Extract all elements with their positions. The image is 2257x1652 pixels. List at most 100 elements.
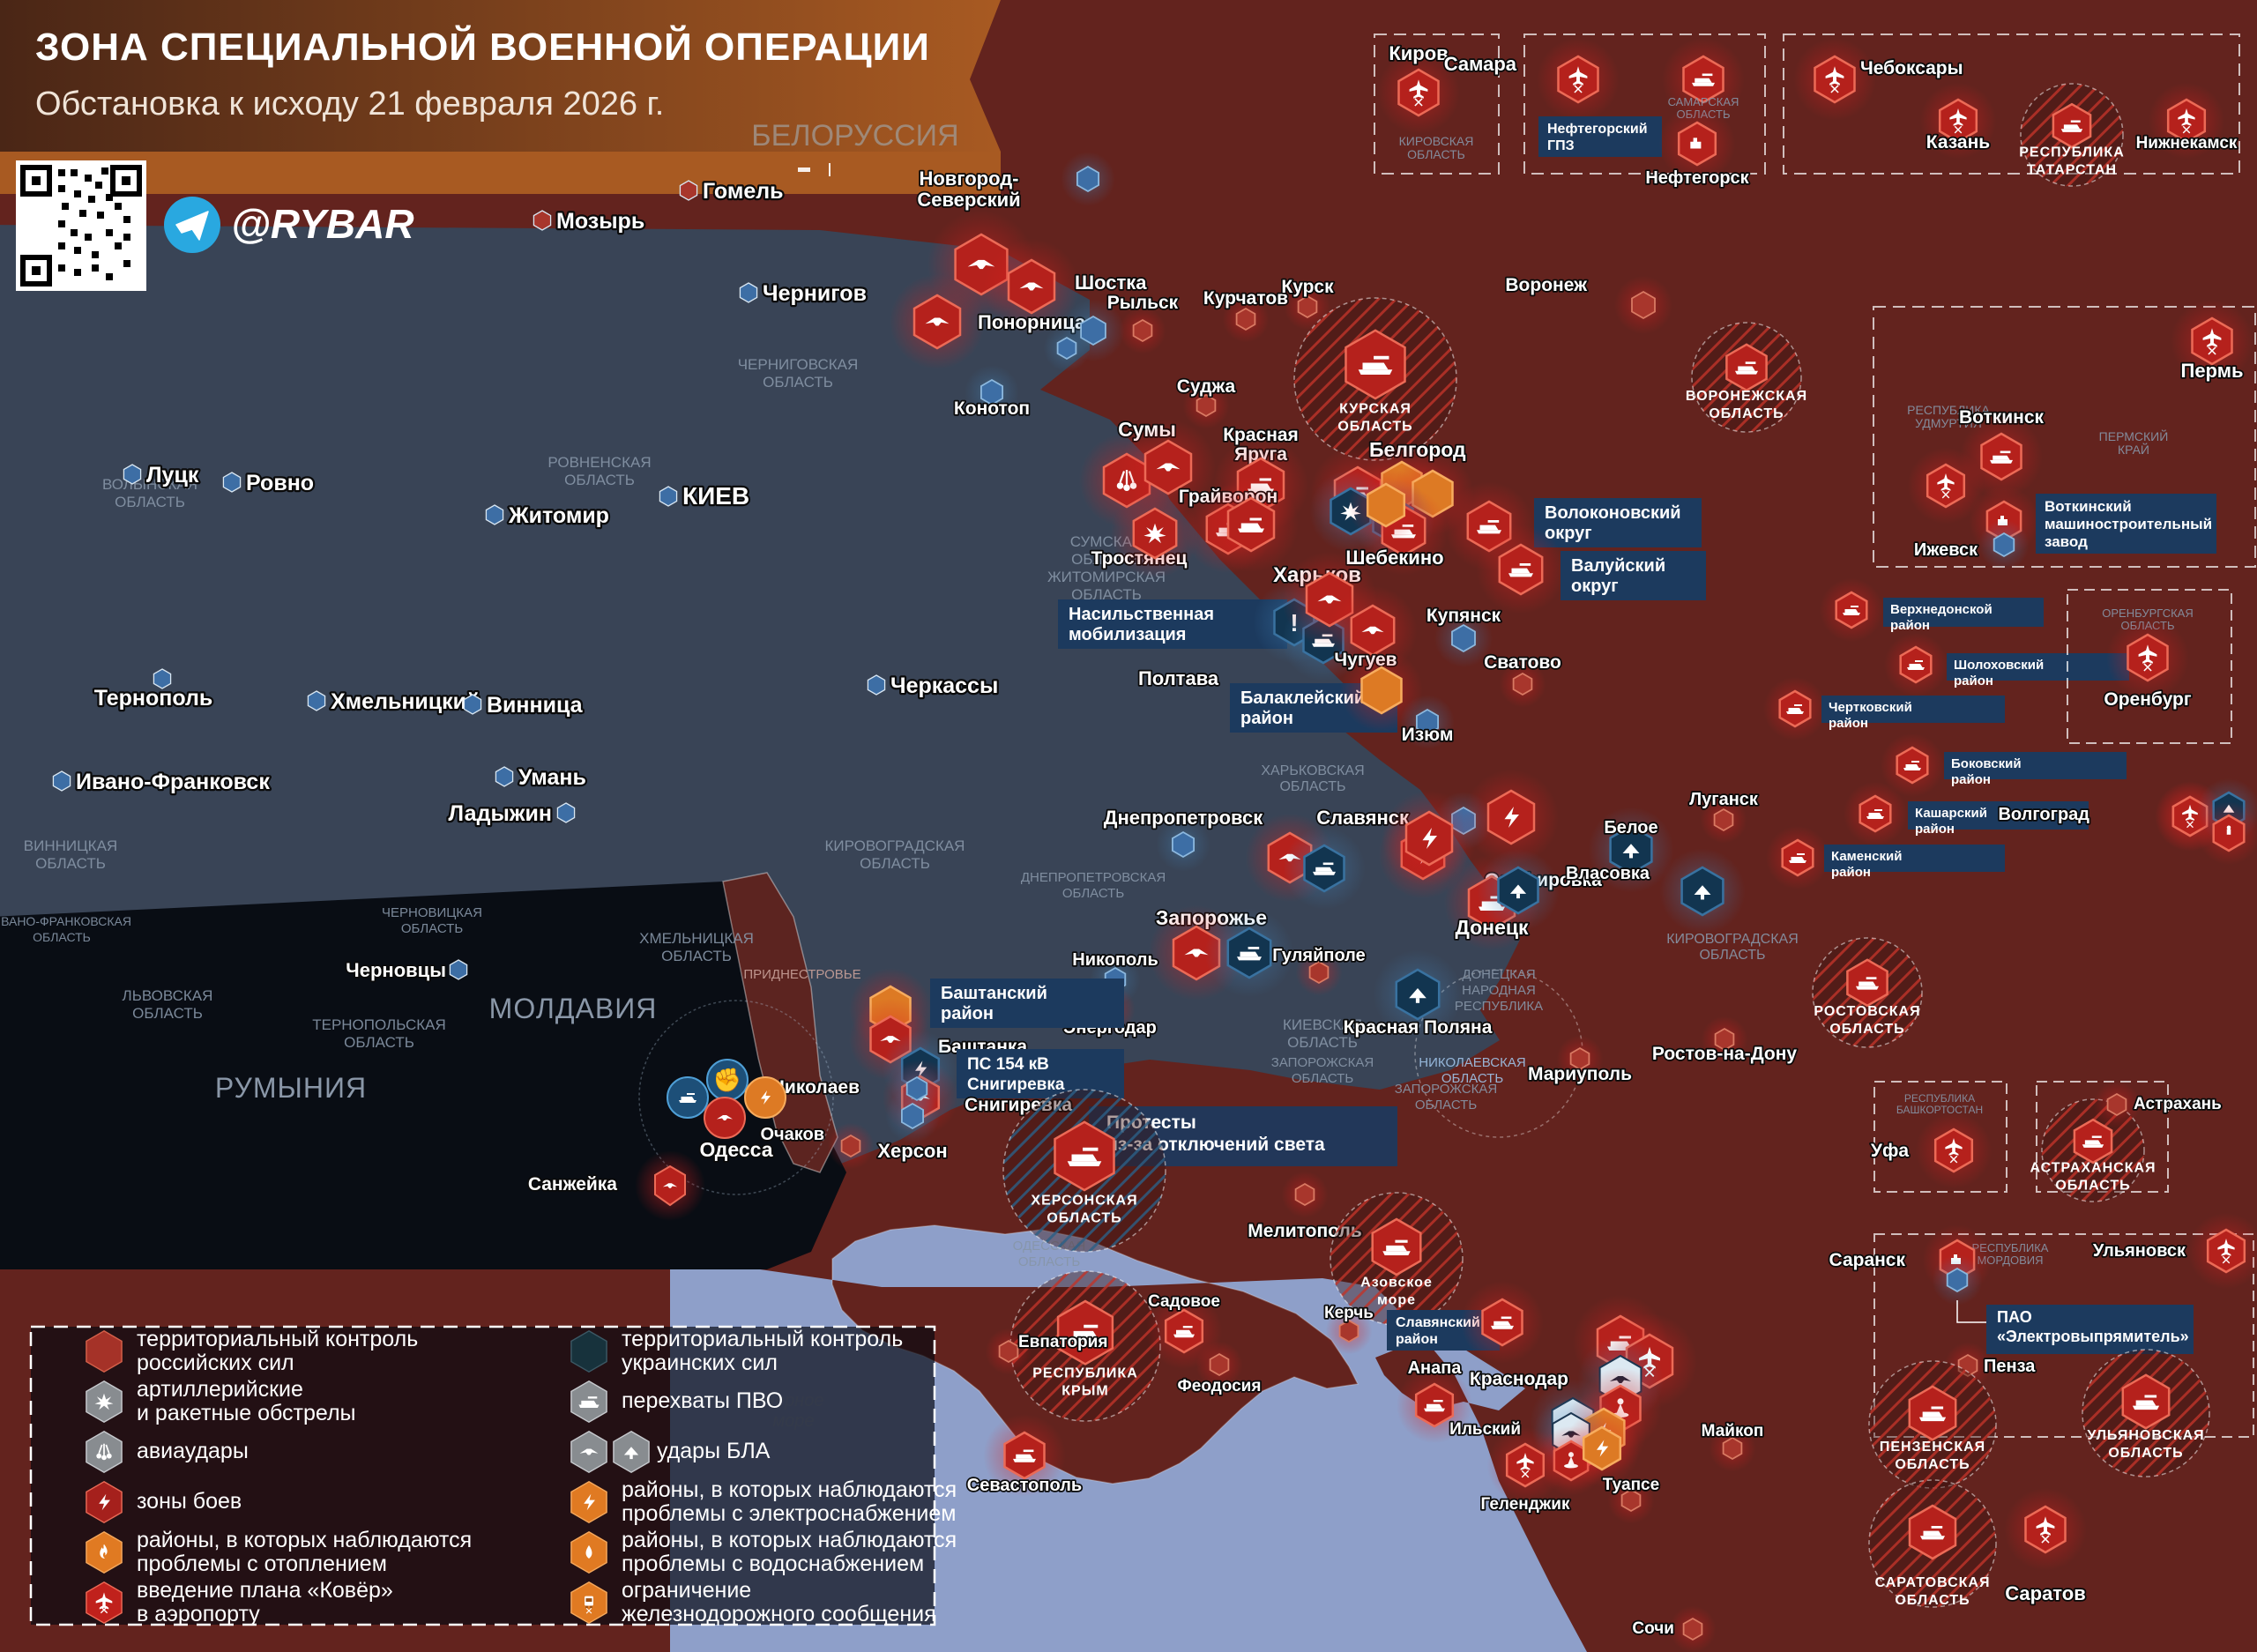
svg-text:территориальный контроль: территориальный контроль xyxy=(622,1327,903,1351)
svg-text:Луганск: Луганск xyxy=(1689,790,1759,809)
svg-text:РЕСПУБЛИКА: РЕСПУБЛИКА xyxy=(1032,1366,1138,1381)
svg-text:АСТРАХАНСКАЯ: АСТРАХАНСКАЯ xyxy=(2030,1160,2156,1175)
svg-text:КУРСКАЯ: КУРСКАЯ xyxy=(1339,402,1412,417)
svg-text:введение плана «Ковёр»: введение плана «Ковёр» xyxy=(137,1578,393,1603)
svg-text:ВИННИЦКАЯ: ВИННИЦКАЯ xyxy=(24,837,117,854)
svg-text:Мозырь: Мозырь xyxy=(556,209,644,234)
svg-text:Курчатов: Курчатов xyxy=(1203,288,1288,309)
svg-text:Одесса: Одесса xyxy=(699,1138,772,1161)
svg-text:Астрахань: Астрахань xyxy=(2134,1095,2222,1113)
svg-text:Курск: Курск xyxy=(1281,277,1334,297)
svg-text:Ивано-Франковск: Ивано-Франковск xyxy=(76,770,270,794)
svg-text:район: район xyxy=(1915,822,1955,837)
svg-text:Феодосия: Феодосия xyxy=(1178,1377,1262,1395)
svg-text:Самара: Самара xyxy=(1444,53,1517,75)
svg-text:ЗАПОРОЖСКАЯ: ЗАПОРОЖСКАЯ xyxy=(1395,1082,1497,1097)
svg-text:Винница: Винница xyxy=(487,693,584,718)
svg-text:ОБЛАСТЬ: ОБЛАСТЬ xyxy=(860,855,930,872)
svg-text:ХМЕЛЬНИЦКАЯ: ХМЕЛЬНИЦКАЯ xyxy=(639,930,754,947)
svg-text:РОСТОВСКАЯ: РОСТОВСКАЯ xyxy=(1814,1004,1920,1019)
svg-text:ОБЛАСТЬ: ОБЛАСТЬ xyxy=(564,472,635,488)
svg-text:Черкассы: Черкассы xyxy=(890,673,998,698)
svg-text:ОБЛАСТЬ: ОБЛАСТЬ xyxy=(2055,1178,2130,1193)
svg-text:Пенза: Пенза xyxy=(1984,1357,2036,1376)
svg-text:Садовое: Садовое xyxy=(1148,1292,1220,1311)
svg-text:Насильственная: Насильственная xyxy=(1069,605,1214,624)
svg-text:КРЫМ: КРЫМ xyxy=(1061,1384,1108,1399)
svg-text:РОВНЕНСКАЯ: РОВНЕНСКАЯ xyxy=(547,454,651,471)
svg-text:ПРИДНЕСТРОВЬЕ: ПРИДНЕСТРОВЬЕ xyxy=(743,967,860,982)
svg-text:украинских сил: украинских сил xyxy=(622,1351,778,1375)
svg-text:КРАЙ: КРАЙ xyxy=(2118,442,2149,457)
svg-text:район: район xyxy=(1396,1332,1438,1347)
svg-text:ОБЛАСТЬ: ОБЛАСТЬ xyxy=(33,930,91,944)
svg-text:ОБЛАСТЬ: ОБЛАСТЬ xyxy=(344,1034,414,1051)
svg-text:«Электровыпрямитель»: «Электровыпрямитель» xyxy=(1997,1328,2189,1345)
svg-text:РЕСПУБЛИКА: РЕСПУБЛИКА xyxy=(1455,999,1543,1014)
svg-text:Донецк: Донецк xyxy=(1455,916,1529,939)
svg-text:Саранск: Саранск xyxy=(1829,1250,1906,1270)
svg-text:Новгород-: Новгород- xyxy=(919,167,1018,190)
svg-text:ЗАПОРОЖСКАЯ: ЗАПОРОЖСКАЯ xyxy=(1271,1055,1374,1070)
svg-text:НАРОДНАЯ: НАРОДНАЯ xyxy=(1462,983,1536,998)
svg-text:Туапсе: Туапсе xyxy=(1603,1476,1659,1494)
svg-text:в аэропорту: в аэропорту xyxy=(137,1602,260,1626)
svg-text:КИЕВ: КИЕВ xyxy=(682,482,749,510)
svg-text:Купянск: Купянск xyxy=(1426,606,1501,626)
svg-text:ОБЛАСТЬ: ОБЛАСТЬ xyxy=(2108,1446,2183,1461)
svg-text:Власовка: Власовка xyxy=(1566,864,1650,883)
svg-text:Красная Поляна: Красная Поляна xyxy=(1344,1017,1493,1038)
svg-text:Никополь: Никополь xyxy=(1072,950,1158,970)
svg-text:ОБЛАСТЬ: ОБЛАСТЬ xyxy=(401,921,464,936)
svg-text:Суджа: Суджа xyxy=(1177,376,1236,397)
svg-text:БАШКОРТОСТАН: БАШКОРТОСТАН xyxy=(1896,1104,1983,1116)
svg-text:Северский: Северский xyxy=(917,189,1020,211)
svg-text:Севастополь: Севастополь xyxy=(967,1476,1082,1495)
svg-text:ДНЕПРОПЕТРОВСКАЯ: ДНЕПРОПЕТРОВСКАЯ xyxy=(1021,870,1166,885)
svg-text:ОБЛАСТЬ: ОБЛАСТЬ xyxy=(1292,1071,1354,1086)
svg-text:удары БЛА: удары БЛА xyxy=(657,1439,771,1463)
svg-text:Днепропетровск: Днепропетровск xyxy=(1104,807,1263,829)
svg-text:завод: завод xyxy=(2045,533,2088,550)
svg-text:ПАО: ПАО xyxy=(1997,1308,2032,1326)
svg-text:ПЕНЗЕНСКАЯ: ПЕНЗЕНСКАЯ xyxy=(1880,1440,1985,1455)
svg-text:проблемы с водоснабжением: проблемы с водоснабжением xyxy=(622,1552,924,1576)
svg-text:округ: округ xyxy=(1571,577,1619,596)
svg-text:Изюм: Изюм xyxy=(1402,725,1454,745)
svg-text:ограничение: ограничение xyxy=(622,1578,751,1603)
svg-text:район: район xyxy=(1831,865,1871,880)
svg-text:НИКОЛАЕВСКАЯ: НИКОЛАЕВСКАЯ xyxy=(1419,1055,1525,1070)
svg-text:ОБЛАСТЬ: ОБЛАСТЬ xyxy=(1699,948,1765,963)
svg-text:Полтава: Полтава xyxy=(1138,667,1219,689)
svg-text:ЧЕРНОВИЦКАЯ: ЧЕРНОВИЦКАЯ xyxy=(382,905,482,920)
svg-text:Анапа: Анапа xyxy=(1408,1358,1463,1378)
svg-text:Кашарский: Кашарский xyxy=(1915,806,1987,821)
svg-text:ХЕРСОНСКАЯ: ХЕРСОНСКАЯ xyxy=(1031,1194,1137,1209)
svg-text:ХАРЬКОВСКАЯ: ХАРЬКОВСКАЯ xyxy=(1261,763,1364,778)
svg-text:зоны боев: зоны боев xyxy=(137,1489,242,1514)
svg-text:Майкоп: Майкоп xyxy=(1702,1422,1764,1440)
svg-text:ОБЛАСТЬ: ОБЛАСТЬ xyxy=(1062,886,1125,901)
svg-text:ИВАНО-ФРАНКОВСКАЯ: ИВАНО-ФРАНКОВСКАЯ xyxy=(0,914,131,928)
svg-text:ЗОНА СПЕЦИАЛЬНОЙ ВОЕННОЙ ОПЕРА: ЗОНА СПЕЦИАЛЬНОЙ ВОЕННОЙ ОПЕРАЦИИ xyxy=(35,24,930,69)
svg-text:и ракетные обстрелы: и ракетные обстрелы xyxy=(137,1401,356,1425)
svg-text:Шолоховский: Шолоховский xyxy=(1954,658,2044,673)
svg-text:Луцк: Луцк xyxy=(146,463,199,487)
svg-text:Казань: Казань xyxy=(1926,132,1991,153)
svg-text:территориальный контроль: территориальный контроль xyxy=(137,1327,418,1351)
svg-text:артиллерийские: артиллерийские xyxy=(137,1377,303,1402)
svg-text:авиаудары: авиаудары xyxy=(137,1439,249,1463)
svg-text:район: район xyxy=(1890,618,1930,633)
svg-text:Ульяновск: Ульяновск xyxy=(2093,1241,2186,1261)
svg-text:ОБЛАСТЬ: ОБЛАСТЬ xyxy=(1337,420,1412,435)
svg-text:Боковский: Боковский xyxy=(1951,756,2022,771)
svg-text:Умань: Умань xyxy=(518,765,586,790)
svg-text:Нефтегорский: Нефтегорский xyxy=(1547,122,1648,137)
svg-text:машиностроительный: машиностроительный xyxy=(2045,516,2212,532)
svg-text:ПЕРМСКИЙ: ПЕРМСКИЙ xyxy=(2099,428,2169,443)
svg-text:Нижнекамск: Нижнекамск xyxy=(2136,134,2238,153)
svg-text:ЧЕРНИГОВСКАЯ: ЧЕРНИГОВСКАЯ xyxy=(738,356,859,373)
svg-text:проблемы с отоплением: проблемы с отоплением xyxy=(137,1552,387,1576)
svg-text:море: море xyxy=(1377,1293,1416,1308)
svg-text:Житомир: Житомир xyxy=(508,503,609,528)
